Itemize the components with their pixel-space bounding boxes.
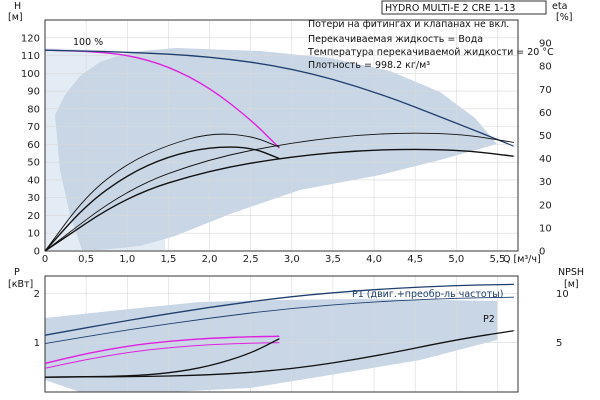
- x-tick-label: 3,0: [284, 254, 300, 265]
- y-tick-label-head: 80: [27, 104, 40, 115]
- y-tick-label-head: 10: [27, 229, 40, 240]
- note-density: Плотность = 998.2 кг/м³: [308, 60, 430, 71]
- y-axis-unit-head: [м]: [8, 12, 23, 23]
- x-tick-label: 5,5: [489, 254, 505, 265]
- power-p1-curve: [45, 283, 514, 336]
- y-axis-label-head: H: [14, 1, 21, 12]
- y-tick-label-head: 60: [27, 140, 40, 151]
- y-axis-unit-power: [кВт]: [8, 279, 33, 290]
- efficiency-curve-b: [45, 146, 280, 251]
- y-tick-label-head: 90: [27, 87, 40, 98]
- y-tick-label-eta: 40: [539, 154, 552, 165]
- y-tick-label-eta: 90: [539, 39, 552, 50]
- power-p1-curve-100: [45, 335, 281, 365]
- x-tick-label: 5,0: [448, 254, 464, 265]
- plot-frame-bottom: [44, 275, 519, 393]
- y-tick-label-head: 20: [27, 211, 40, 222]
- annotation-100-percent: 100 %: [73, 37, 103, 48]
- efficiency-curve-a: [45, 133, 280, 251]
- x-tick-label: 0: [42, 254, 48, 265]
- chart-title: HYDRO MULTI-E 2 CRE 1-13: [385, 3, 515, 14]
- y-tick-label-power: 2: [34, 289, 40, 300]
- y-tick-label-head: 30: [27, 193, 40, 204]
- efficiency-curve-d: [45, 148, 515, 251]
- x-tick-label: 4,0: [366, 254, 382, 265]
- note-liquid: Перекачиваемая жидкость = Вода: [308, 34, 483, 45]
- y-tick-label-power: 1: [34, 338, 40, 349]
- y-tick-label-eta: 80: [539, 62, 552, 73]
- y-tick-label-npsh: 10: [556, 289, 569, 300]
- y-axis-unit-npsh: [м]: [564, 279, 579, 290]
- y-tick-label-eta: 30: [539, 177, 552, 188]
- plot-frame-top: [44, 19, 519, 252]
- power-p2-curve: [45, 296, 514, 345]
- y-tick-label-head: 70: [27, 122, 40, 133]
- x-axis-label: Q [м³/ч]: [503, 254, 541, 265]
- y-tick-label-head: 120: [21, 33, 40, 44]
- x-tick-label: 3,5: [325, 254, 341, 265]
- y-tick-label-head: 50: [27, 158, 40, 169]
- y-axis-label-npsh: NPSH: [558, 267, 584, 278]
- y-tick-label-head: 40: [27, 175, 40, 186]
- note-temperature: Температура перекачиваемой жидкости = 20…: [307, 47, 554, 58]
- chart-title-box: [381, 0, 547, 15]
- curves-bottom: [45, 283, 515, 378]
- y-tick-label-eta: 20: [539, 200, 552, 211]
- curves-top: [45, 49, 515, 251]
- x-tick-label: 2,5: [243, 254, 259, 265]
- y-tick-label-head: 100: [21, 69, 40, 80]
- y-axis-label-power: P: [14, 267, 20, 278]
- tick-labels: 0 0,5 1,0 1,5 2,0 2,5 3,0 3,5 4,0 4,5 5,0 5,5010203…: [21, 33, 569, 349]
- legend-p2: P2: [483, 314, 495, 325]
- y-tick-label-eta: 60: [539, 108, 552, 119]
- power-p2-curve-100: [45, 342, 280, 369]
- x-tick-label: 4,5: [407, 254, 423, 265]
- y-tick-label-eta: 0: [539, 247, 545, 258]
- npsh-curve: [45, 330, 515, 378]
- y-tick-label-eta: 70: [539, 85, 552, 96]
- operating-envelope-power: [45, 299, 497, 392]
- legend-p1: P1 (двиг.+преобр-ль частоты): [352, 289, 503, 300]
- y-tick-label-npsh: 5: [556, 338, 562, 349]
- operating-envelope: [55, 48, 497, 250]
- y-tick-label-head: 0: [34, 247, 40, 258]
- x-tick-label: 2,0: [202, 254, 218, 265]
- y-axis-label-eta: eta: [552, 1, 567, 12]
- head-curve-max: [45, 49, 515, 147]
- y-tick-label-eta: 50: [539, 131, 552, 142]
- note-losses: Потери на фитингах и клапанах не вкл.: [308, 19, 509, 30]
- y-axis-unit-eta: [%]: [556, 12, 572, 23]
- x-tick-label: 0,5: [78, 254, 94, 265]
- x-tick-label: 1,0: [119, 254, 135, 265]
- x-tick-label: 1,5: [160, 254, 176, 265]
- y-tick-label-eta: 10: [539, 223, 552, 234]
- efficiency-curve-c: [45, 132, 514, 251]
- y-tick-label-head: 110: [21, 51, 40, 62]
